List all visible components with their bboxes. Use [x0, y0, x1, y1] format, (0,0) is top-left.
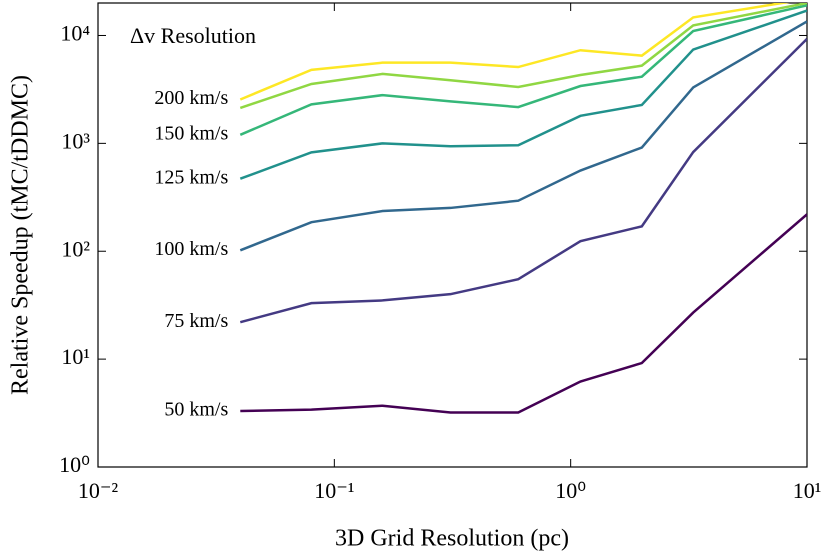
series-line: [239, 3, 790, 101]
series-line: [239, 4, 807, 136]
x-tick-label: 10⁻¹: [314, 478, 354, 503]
lines: [239, 3, 807, 414]
series-label: 150 km/s: [154, 122, 228, 144]
series-line: [239, 3, 807, 110]
plot-frame: [97, 2, 808, 468]
series-label: 75 km/s: [164, 310, 228, 332]
series-line: [239, 37, 807, 324]
series-line: [240, 213, 807, 414]
y-tick-label: 10¹: [61, 344, 90, 369]
series-line: [239, 20, 807, 252]
series-line: [239, 9, 807, 180]
y-tick-label: 10⁰: [59, 452, 90, 477]
y-tick-label: 10⁴: [60, 21, 90, 46]
series-label: 50 km/s: [164, 399, 228, 421]
y-axis-label: Relative Speedup (tMC/tDDMC): [8, 75, 34, 395]
series-label: 125 km/s: [154, 166, 228, 188]
y-tick-label: 10²: [61, 236, 90, 261]
legend-title: Δv Resolution: [130, 23, 256, 48]
x-tick-label: 10⁰: [555, 478, 586, 503]
series-label: 200 km/s: [154, 87, 228, 109]
x-axis-label: 3D Grid Resolution (pc): [335, 526, 569, 552]
x-tick-label: 10¹: [793, 478, 822, 503]
y-tick-label: 10³: [61, 128, 90, 153]
x-tick-label: 10⁻²: [78, 478, 119, 503]
series-label: 100 km/s: [154, 238, 228, 260]
